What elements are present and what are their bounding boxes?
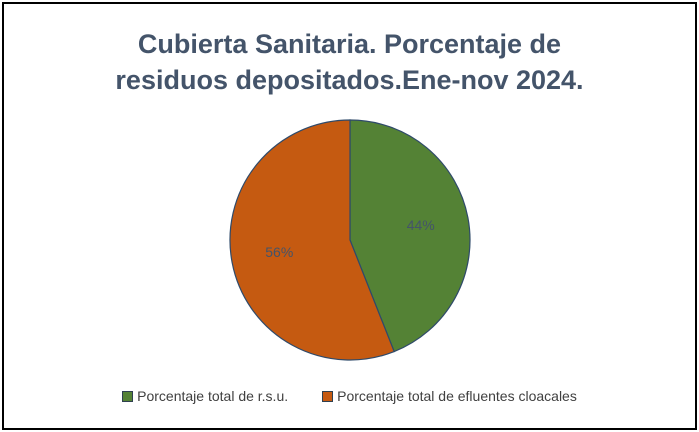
legend-item-rsu: Porcentaje total de r.s.u. — [122, 388, 288, 404]
chart-legend: Porcentaje total de r.s.u. Porcentaje to… — [0, 388, 699, 404]
chart-title-line-2: residuos depositados.Ene-nov 2024. — [115, 65, 584, 95]
legend-item-efluentes: Porcentaje total de efluentes cloacales — [322, 388, 577, 404]
chart-title-line-1: Cubierta Sanitaria. Porcentaje de — [137, 29, 562, 59]
chart-title: Cubierta Sanitaria. Porcentaje de residu… — [0, 26, 699, 98]
legend-label-efluentes: Porcentaje total de efluentes cloacales — [337, 388, 577, 404]
pie-slice-1 — [229, 119, 395, 361]
pie-slice-label-1: 56% — [265, 244, 293, 260]
pie-slice-label-0: 44% — [407, 217, 435, 233]
legend-label-rsu: Porcentaje total de r.s.u. — [137, 388, 289, 404]
legend-swatch-efluentes — [322, 390, 334, 402]
pie-slice-0 — [349, 119, 471, 353]
legend-swatch-rsu — [122, 390, 134, 402]
